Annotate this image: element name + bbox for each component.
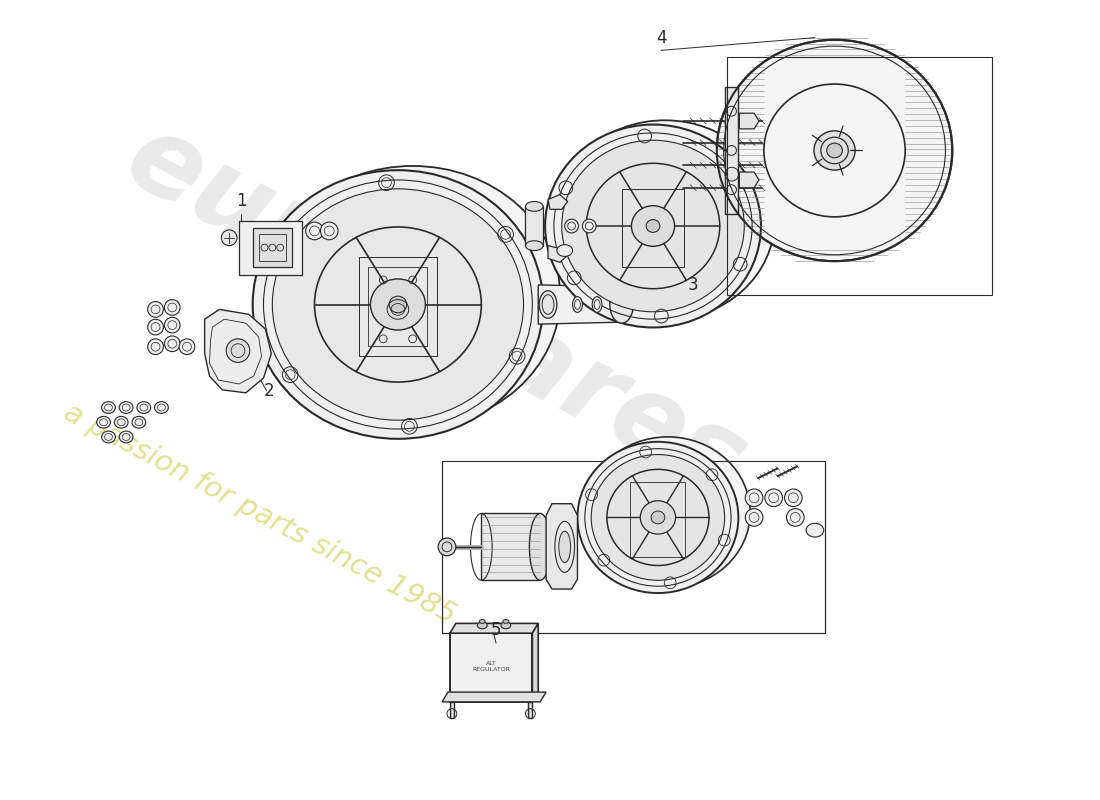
Polygon shape [450, 633, 532, 702]
Ellipse shape [480, 619, 485, 623]
Circle shape [179, 339, 195, 354]
Ellipse shape [132, 416, 146, 428]
Polygon shape [450, 623, 538, 633]
Text: ALT
REGULATOR: ALT REGULATOR [472, 661, 510, 672]
Ellipse shape [155, 402, 168, 414]
Polygon shape [725, 86, 738, 214]
Ellipse shape [554, 120, 774, 320]
Ellipse shape [717, 40, 953, 261]
Ellipse shape [585, 437, 750, 588]
Circle shape [786, 509, 804, 526]
Polygon shape [739, 113, 759, 129]
Ellipse shape [371, 279, 426, 330]
Ellipse shape [640, 501, 675, 534]
Circle shape [227, 339, 250, 362]
Ellipse shape [265, 166, 560, 427]
Ellipse shape [578, 442, 738, 593]
Ellipse shape [557, 245, 573, 257]
Circle shape [164, 336, 180, 352]
Ellipse shape [591, 454, 725, 580]
Polygon shape [538, 285, 621, 324]
Ellipse shape [573, 297, 582, 312]
Polygon shape [253, 228, 292, 267]
Text: 4: 4 [656, 29, 667, 46]
Circle shape [320, 222, 338, 240]
Ellipse shape [389, 296, 407, 313]
Ellipse shape [273, 189, 524, 420]
Ellipse shape [526, 241, 543, 250]
Ellipse shape [101, 402, 116, 414]
Ellipse shape [119, 431, 133, 443]
Ellipse shape [500, 622, 510, 629]
Polygon shape [548, 194, 568, 210]
Text: a passion for parts since 1985: a passion for parts since 1985 [59, 398, 461, 630]
Bar [526, 206, 543, 246]
Ellipse shape [582, 219, 596, 233]
Ellipse shape [539, 290, 557, 318]
Ellipse shape [559, 531, 571, 562]
Ellipse shape [136, 402, 151, 414]
Text: 1: 1 [236, 192, 246, 210]
Ellipse shape [101, 431, 116, 443]
Polygon shape [548, 246, 568, 262]
Polygon shape [532, 623, 538, 702]
Ellipse shape [651, 511, 664, 524]
Ellipse shape [827, 143, 843, 158]
Ellipse shape [438, 538, 455, 556]
Ellipse shape [97, 416, 110, 428]
Circle shape [306, 222, 323, 240]
Bar [442, 462, 825, 633]
Ellipse shape [546, 125, 761, 327]
Ellipse shape [609, 286, 634, 323]
Ellipse shape [814, 131, 855, 170]
Text: 5: 5 [491, 621, 502, 639]
Circle shape [746, 509, 763, 526]
Circle shape [147, 339, 164, 354]
Ellipse shape [119, 402, 133, 414]
Polygon shape [442, 692, 546, 702]
Ellipse shape [646, 220, 660, 232]
Circle shape [784, 489, 802, 506]
Circle shape [764, 489, 782, 506]
Ellipse shape [477, 622, 487, 629]
Polygon shape [450, 702, 454, 718]
Polygon shape [205, 310, 272, 393]
Polygon shape [546, 504, 578, 589]
Ellipse shape [631, 206, 674, 246]
Ellipse shape [253, 170, 543, 439]
Circle shape [164, 299, 180, 315]
Ellipse shape [562, 140, 745, 312]
Ellipse shape [592, 297, 602, 312]
Polygon shape [482, 514, 540, 580]
Ellipse shape [529, 514, 551, 580]
Ellipse shape [806, 523, 824, 537]
Ellipse shape [114, 416, 128, 428]
Text: 2: 2 [264, 382, 274, 400]
Circle shape [164, 318, 180, 333]
Text: 3: 3 [688, 276, 698, 294]
Circle shape [147, 319, 164, 335]
Circle shape [147, 302, 164, 318]
Ellipse shape [503, 619, 509, 623]
Text: eurospares: eurospares [109, 103, 763, 519]
Ellipse shape [526, 202, 543, 211]
Bar [727, 58, 991, 294]
Circle shape [221, 230, 236, 246]
Circle shape [746, 489, 763, 506]
Polygon shape [739, 172, 759, 188]
Polygon shape [239, 221, 301, 275]
Polygon shape [528, 702, 532, 718]
Ellipse shape [564, 219, 579, 233]
